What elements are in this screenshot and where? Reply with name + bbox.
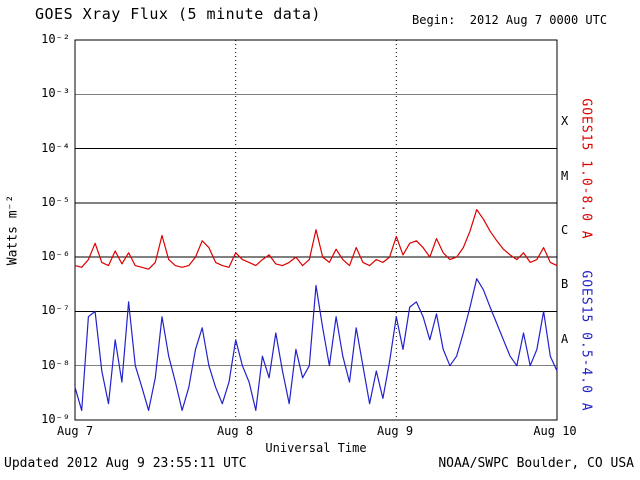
y-tick-label: 10⁻⁴ xyxy=(41,141,70,155)
y-tick-label: 10⁻² xyxy=(41,32,70,46)
flare-class-a: A xyxy=(561,332,569,346)
credit-label: NOAA/SWPC Boulder, CO USA xyxy=(438,456,634,471)
series-long-label: GOES15 1.0-8.0 A xyxy=(578,98,594,240)
flare-class-m: M xyxy=(561,169,569,183)
flare-class-b: B xyxy=(561,277,569,291)
y-tick-label: 10⁻⁸ xyxy=(41,358,70,372)
updated-timestamp: Updated 2012 Aug 9 23:55:11 UTC xyxy=(4,456,247,471)
series-short-label: GOES15 0.5-4.0 A xyxy=(578,270,594,412)
y-tick-label: 10⁻⁶ xyxy=(41,249,70,263)
x-tick-label: Aug 7 xyxy=(56,424,94,438)
y-tick-label: 10⁻⁵ xyxy=(41,195,70,209)
y-tick-label: 10⁻⁹ xyxy=(41,412,70,426)
series-line-1 xyxy=(74,278,558,411)
x-tick-label: Aug 8 xyxy=(216,424,254,438)
flare-class-c: C xyxy=(561,223,569,237)
x-tick-label: Aug 9 xyxy=(376,424,414,438)
y-tick-label: 10⁻⁷ xyxy=(41,303,70,317)
x-tick-label: Aug 10 xyxy=(533,424,577,438)
y-axis-title: Watts m⁻² xyxy=(5,194,21,266)
begin-timestamp: Begin: 2012 Aug 7 0000 UTC xyxy=(412,13,608,27)
y-tick-label: 10⁻³ xyxy=(41,86,70,100)
plot-frame xyxy=(74,39,558,421)
chart-title: GOES Xray Flux (5 minute data) xyxy=(35,5,321,23)
flare-class-x: X xyxy=(561,114,569,128)
series-line-0 xyxy=(74,209,558,270)
x-axis-title: Universal Time xyxy=(265,441,367,455)
